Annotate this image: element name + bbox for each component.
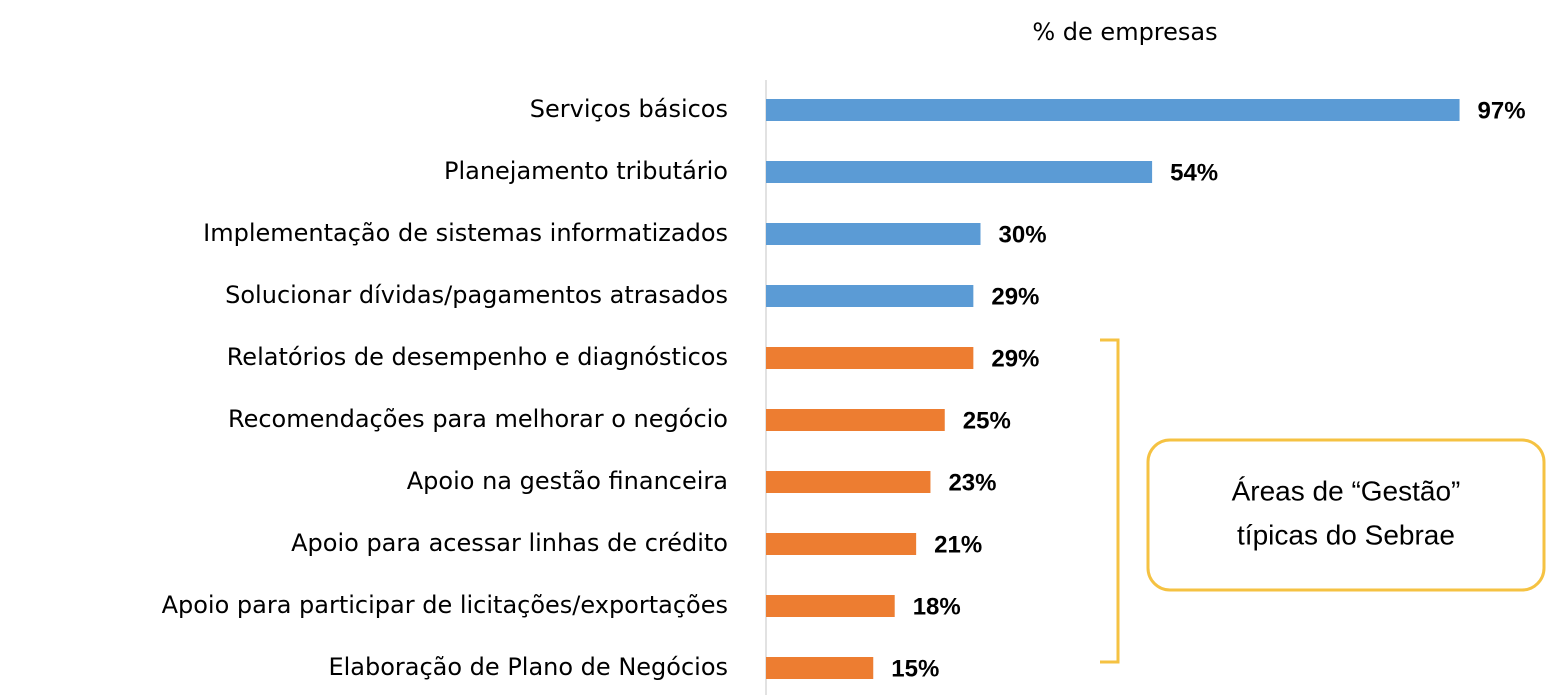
value-label: 97% [1478, 97, 1526, 124]
bracket [1100, 338, 1120, 664]
category-label: Apoio na gestão financeira [407, 467, 728, 495]
value-label: 23% [948, 469, 996, 496]
value-label: 18% [913, 593, 961, 620]
axis-label: % de empresas [1032, 18, 1217, 46]
bar [766, 161, 1153, 183]
bar [766, 533, 917, 555]
bar [766, 347, 974, 369]
annotation-text: Áreas de “Gestão” [1232, 475, 1461, 506]
bar [766, 471, 931, 493]
category-label: Apoio para acessar linhas de crédito [291, 529, 728, 557]
value-label: 29% [991, 283, 1039, 310]
value-label: 25% [963, 407, 1011, 434]
bar [766, 409, 945, 431]
bar [766, 285, 974, 307]
category-label: Relatórios de desempenho e diagnósticos [227, 343, 728, 371]
category-label: Elaboração de Plano de Negócios [328, 653, 728, 681]
value-label: 21% [934, 531, 982, 558]
annotation-box [1146, 438, 1546, 592]
category-label: Solucionar dívidas/pagamentos atrasados [225, 281, 728, 309]
value-label: 54% [1170, 159, 1218, 186]
value-label: 30% [999, 221, 1047, 248]
category-label: Planejamento tributário [444, 157, 728, 185]
value-label: 15% [891, 655, 939, 682]
category-label: Recomendações para melhorar o negócio [228, 405, 728, 433]
category-label: Implementação de sistemas informatizados [203, 219, 728, 247]
category-label: Apoio para participar de licitações/expo… [162, 591, 728, 619]
bar [766, 657, 874, 679]
category-label: Serviços básicos [530, 95, 728, 123]
bar [766, 223, 981, 245]
bar [766, 595, 895, 617]
bar [766, 99, 1460, 121]
annotation-text: típicas do Sebrae [1237, 519, 1455, 550]
value-label: 29% [991, 345, 1039, 372]
